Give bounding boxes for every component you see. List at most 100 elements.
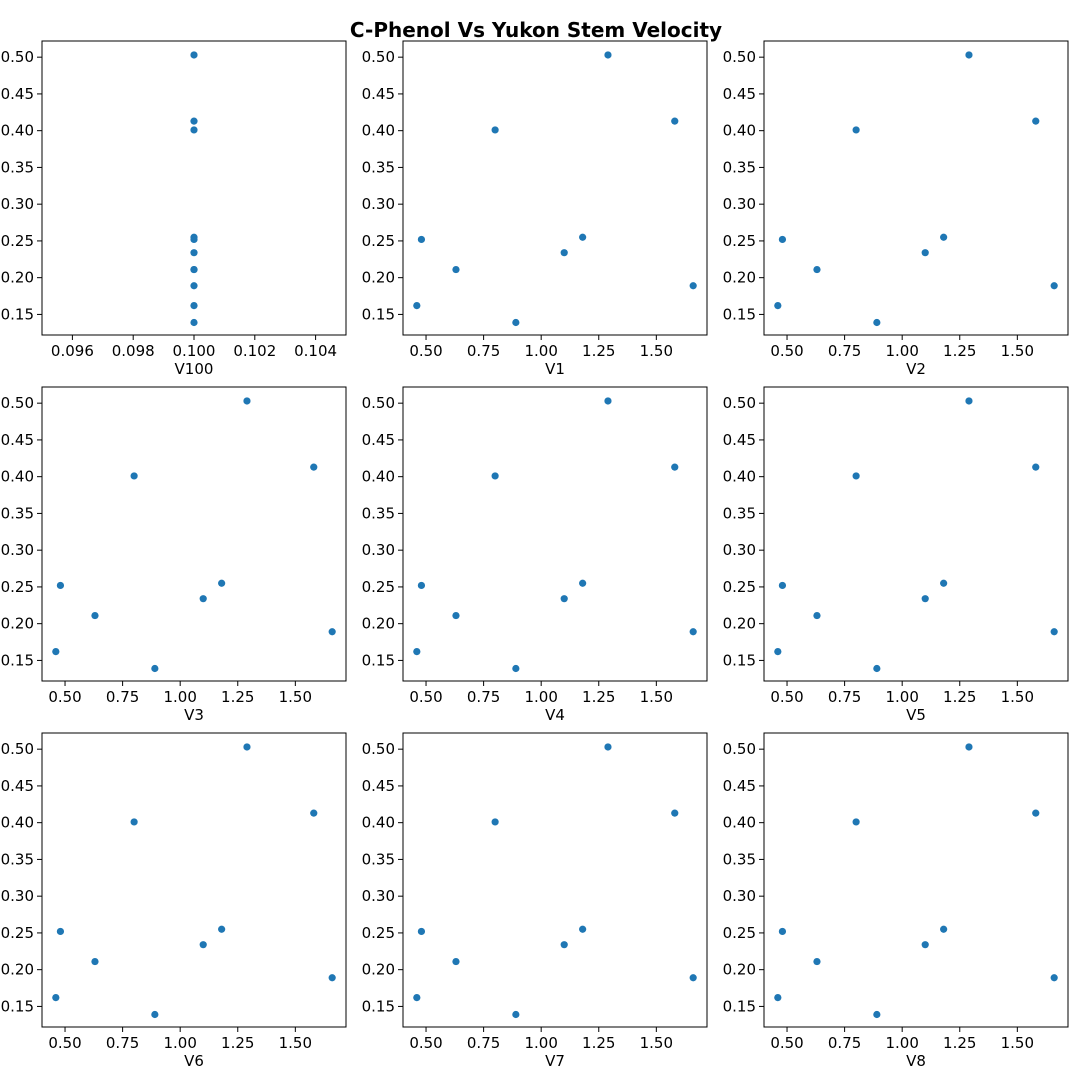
data-point <box>91 611 99 620</box>
y-tick-label: 0.25 <box>1 924 34 942</box>
data-point <box>671 463 679 471</box>
data-point <box>1050 628 1058 636</box>
x-axis-label: V4 <box>545 706 565 724</box>
x-tick-label: 1.25 <box>943 342 976 360</box>
y-tick-label: 0.30 <box>1 887 34 905</box>
y-tick-label: 0.25 <box>1 578 34 596</box>
y-tick-label: 0.50 <box>1 740 34 758</box>
y-tick-label: 0.35 <box>1 158 34 176</box>
data-point <box>852 818 860 826</box>
data-point <box>778 581 787 590</box>
x-tick-label: 0.102 <box>233 342 276 360</box>
y-tick-label: 0.50 <box>723 740 756 758</box>
x-tick-label: 0.50 <box>409 688 442 706</box>
x-axis-label: V7 <box>545 1052 565 1070</box>
data-point <box>604 397 612 405</box>
data-point <box>813 957 821 966</box>
data-point <box>491 126 499 134</box>
y-tick-label: 0.30 <box>1 541 34 559</box>
plot-frame <box>763 386 1069 682</box>
y-tick-label: 0.45 <box>1 777 34 795</box>
data-point <box>452 957 460 966</box>
x-tick-label: 0.104 <box>294 342 337 360</box>
y-tick-label: 0.30 <box>362 541 395 559</box>
y-tick-label: 0.15 <box>1 651 34 669</box>
subplot-v2: 0.15 0.20 0.25 0.30 0.35 0.40 0.45 0.50 0.50 0.75… <box>723 40 1069 378</box>
y-tick-label: 0.40 <box>362 814 395 832</box>
y-tick-label: 0.20 <box>1 269 34 287</box>
plot-frame <box>402 732 708 1028</box>
x-tick-label: 0.096 <box>51 342 94 360</box>
data-point <box>413 302 421 310</box>
data-point <box>579 579 587 587</box>
data-point <box>199 595 207 603</box>
data-point <box>417 581 426 590</box>
y-tick-label: 0.15 <box>723 997 756 1015</box>
data-point <box>190 318 198 327</box>
data-point <box>921 595 929 603</box>
y-tick-label: 0.35 <box>362 850 395 868</box>
subplot-v7: 0.15 0.20 0.25 0.30 0.35 0.40 0.45 0.50 0.50 0.75… <box>362 732 708 1070</box>
y-tick-label: 0.25 <box>723 924 756 942</box>
data-point <box>1032 463 1040 471</box>
y-tick-label: 0.45 <box>362 777 395 795</box>
y-tick-label: 0.15 <box>362 997 395 1015</box>
x-tick-label: 0.098 <box>112 342 155 360</box>
x-axis-label: V3 <box>184 706 204 724</box>
x-tick-label: 1.25 <box>582 342 615 360</box>
y-tick-label: 0.50 <box>362 740 395 758</box>
data-point <box>52 648 60 656</box>
x-tick-label: 1.00 <box>885 1034 918 1052</box>
data-point <box>417 927 426 936</box>
subplot-v8: 0.15 0.20 0.25 0.30 0.35 0.40 0.45 0.50 0.50 0.75… <box>723 732 1069 1070</box>
y-tick-label: 0.40 <box>723 122 756 140</box>
subplot-v4: 0.15 0.20 0.25 0.30 0.35 0.40 0.45 0.50 0.50 0.75… <box>362 386 708 724</box>
y-tick-label: 0.30 <box>362 887 395 905</box>
data-point <box>130 472 138 480</box>
y-tick-label: 0.25 <box>1 232 34 250</box>
figure-title: C-Phenol Vs Yukon Stem Velocity <box>350 18 722 42</box>
y-tick-label: 0.30 <box>723 541 756 559</box>
x-tick-label: 0.50 <box>409 1034 442 1052</box>
y-tick-label: 0.15 <box>362 651 395 669</box>
x-tick-label: 1.25 <box>582 688 615 706</box>
data-point <box>452 265 460 274</box>
y-tick-label: 0.25 <box>362 232 395 250</box>
data-point <box>512 318 520 327</box>
data-point <box>413 994 421 1002</box>
y-tick-label: 0.15 <box>1 997 34 1015</box>
y-tick-label: 0.25 <box>362 578 395 596</box>
x-tick-label: 1.50 <box>640 1034 673 1052</box>
x-tick-label: 1.50 <box>1001 688 1034 706</box>
data-point <box>190 265 198 274</box>
data-point <box>774 302 782 310</box>
y-tick-label: 0.50 <box>1 394 34 412</box>
x-axis-label: V5 <box>906 706 926 724</box>
y-tick-label: 0.45 <box>362 431 395 449</box>
y-tick-label: 0.30 <box>362 195 395 213</box>
subplot-grid: 0.15 0.20 0.25 0.30 0.35 0.40 0.45 0.50 0.096 0.0… <box>1 40 1069 1070</box>
data-point <box>873 1010 881 1019</box>
x-tick-label: 0.75 <box>106 1034 139 1052</box>
x-tick-label: 1.25 <box>943 1034 976 1052</box>
data-point <box>328 628 336 636</box>
y-tick-label: 0.20 <box>723 269 756 287</box>
y-tick-label: 0.35 <box>723 504 756 522</box>
x-axis-label: V2 <box>906 360 926 378</box>
data-point <box>774 994 782 1002</box>
x-tick-label: 0.75 <box>467 342 500 360</box>
subplot-v6: 0.15 0.20 0.25 0.30 0.35 0.40 0.45 0.50 0.50 0.75… <box>1 732 347 1070</box>
data-point <box>921 941 929 949</box>
y-tick-label: 0.50 <box>362 48 395 66</box>
x-tick-label: 1.50 <box>1001 1034 1034 1052</box>
data-point <box>328 974 336 982</box>
data-point <box>243 743 251 751</box>
data-point <box>56 581 65 590</box>
y-tick-label: 0.45 <box>723 777 756 795</box>
subplot-v5: 0.15 0.20 0.25 0.30 0.35 0.40 0.45 0.50 0.50 0.75… <box>723 386 1069 724</box>
x-tick-label: 0.75 <box>106 688 139 706</box>
x-tick-label: 0.75 <box>828 688 861 706</box>
data-point <box>1032 117 1040 125</box>
data-point <box>965 397 973 405</box>
